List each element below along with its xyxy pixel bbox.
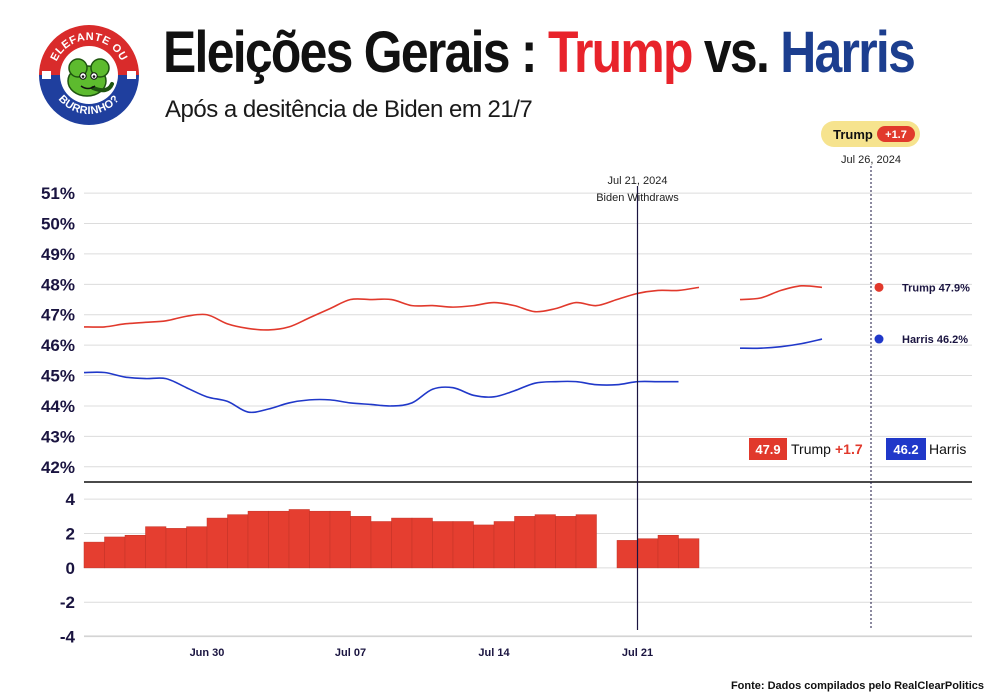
y-tick-label: 47% <box>41 306 75 325</box>
harris-line <box>83 371 679 414</box>
spread-bar <box>350 516 372 569</box>
y-tick-label: 42% <box>41 458 75 477</box>
spread-bar <box>206 517 228 569</box>
y-tick-label: -2 <box>60 593 75 612</box>
source-note: Fonte: Dados compilados pelo RealClearPo… <box>730 680 984 692</box>
spread-bar <box>452 521 474 569</box>
legend-harris-box <box>886 438 926 460</box>
title-trump: Trump <box>547 20 694 85</box>
legend-trump-box <box>749 438 787 460</box>
spread-bar <box>637 538 659 569</box>
spread-bar <box>227 514 249 569</box>
spread-bar <box>411 517 433 569</box>
x-tick-label: Jul 14 <box>478 647 510 659</box>
y-tick-label: 4 <box>66 490 76 509</box>
legend-trump-spread: +1.7 <box>835 441 863 457</box>
trump-line <box>739 284 823 301</box>
title-vs: vs. <box>691 20 781 85</box>
spread-bar <box>165 528 187 569</box>
trump-line <box>83 286 700 331</box>
spread-bar <box>657 534 679 569</box>
spread-bar <box>555 516 577 569</box>
y-tick-label: 51% <box>41 184 75 203</box>
legend-trump-name: Trump <box>791 441 831 457</box>
spread-bar <box>514 516 536 569</box>
y-tick-label: 46% <box>41 336 75 355</box>
spread-bar <box>329 510 351 569</box>
trump-end-label: Trump 47.9% <box>902 282 970 294</box>
spread-bar <box>678 538 700 569</box>
harris-end-dot <box>874 334 884 344</box>
elephant-donkey-logo: ELEFANTE OU BURRINHO? <box>39 25 139 125</box>
harris-line <box>739 338 823 350</box>
spread-bar <box>370 521 392 569</box>
legend-harris-value: 46.2 <box>893 442 918 457</box>
spread-bar <box>534 514 556 569</box>
spread-bars <box>83 509 700 569</box>
y-tick-label: 49% <box>41 245 75 264</box>
y-tick-label: 2 <box>66 525 75 544</box>
event-text-label: Biden Withdraws <box>596 192 679 204</box>
cursor-date-label: Jul 26, 2024 <box>841 154 901 166</box>
x-tick-label: Jul 21 <box>622 647 653 659</box>
tooltip-spread: +1.7 <box>885 129 907 141</box>
subtitle: Após a desitência de Biden em 21/7 <box>165 96 533 123</box>
y-tick-label: 43% <box>41 427 75 446</box>
spread-bar <box>186 526 208 569</box>
spread-bar <box>432 521 454 569</box>
x-tick-label: Jul 07 <box>335 647 366 659</box>
spread-bar <box>288 509 310 569</box>
y-tick-label: 0 <box>66 559 75 578</box>
grid-lines <box>84 192 972 638</box>
x-tick-label: Jun 30 <box>190 647 225 659</box>
spread-bar <box>247 510 269 569</box>
poll-lines <box>83 284 823 414</box>
tooltip-spread-badge <box>877 126 915 142</box>
legend-harris-name: Harris <box>929 441 966 457</box>
y-tick-label: 48% <box>41 275 75 294</box>
tooltip-leader: Trump <box>833 127 873 142</box>
event-date-label: Jul 21, 2024 <box>608 175 668 187</box>
spread-bar <box>616 540 638 569</box>
page-title: Eleições Gerais : Trump vs. Harris <box>163 20 916 87</box>
harris-end-label: Harris 46.2% <box>902 334 968 346</box>
spread-bar <box>104 536 126 569</box>
spread-bar <box>124 534 146 569</box>
trump-end-dot <box>874 282 884 292</box>
spread-bar <box>83 541 105 569</box>
y-tick-label: 45% <box>41 367 75 386</box>
title-harris: Harris <box>780 20 916 85</box>
y-tick-label: 44% <box>41 397 75 416</box>
legend-trump-value: 47.9 <box>755 442 780 457</box>
y-tick-label: 50% <box>41 214 75 233</box>
title-prefix: Eleições Gerais : <box>163 20 548 85</box>
spread-bar <box>575 514 597 569</box>
spread-bar <box>268 510 290 569</box>
spread-bar <box>145 526 167 569</box>
spread-bar <box>493 521 515 569</box>
spread-bar <box>473 524 495 569</box>
spread-bar <box>391 517 413 569</box>
y-tick-label: -4 <box>60 628 76 647</box>
y-tick-labels: 42% 43% 44% 45% 46% 47% 48% 49% 50% 51% -4 -2 0 2 4 <box>41 184 76 646</box>
x-tick-labels: Jun 30 Jul 07 Jul 14 Jul 21 <box>190 647 654 659</box>
spread-bar <box>309 510 331 569</box>
annotations: Jul 21, 2024 Biden Withdraws Jul 26, 2024 T… <box>596 121 970 630</box>
